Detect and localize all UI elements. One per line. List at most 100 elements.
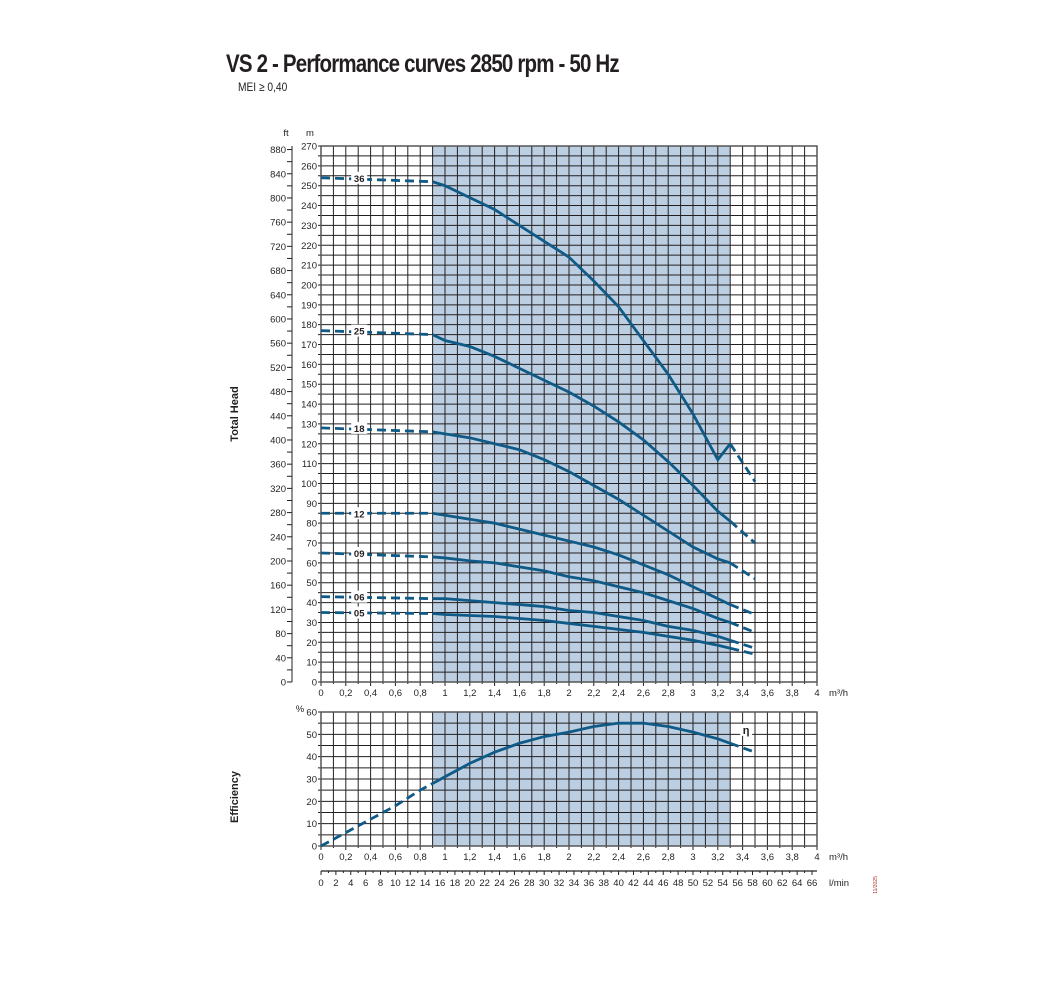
eff-x-tick-label: 0,4 — [364, 852, 377, 863]
head-curve-09-dashed-start — [320, 551, 433, 559]
ft-tick-label: 520 — [270, 363, 286, 374]
head-curve-05-dashed-end — [729, 646, 756, 656]
head-curve-25 — [431, 333, 732, 523]
ft-tick-label: 560 — [270, 339, 286, 350]
curve-label-05: 05 — [354, 609, 365, 620]
head-x-tick-label: 3,6 — [761, 688, 774, 699]
curve-label-12: 12 — [354, 509, 365, 520]
head-curve-12 — [432, 511, 731, 606]
head-curve-12-dashed-end — [729, 603, 756, 616]
eff-x-tick-label: 0,2 — [339, 852, 352, 863]
date-code: 11/2025 — [873, 876, 879, 894]
curve-label-box — [351, 507, 368, 520]
head-curve-18-dashed-end — [729, 561, 756, 580]
lmin-tick-label: 32 — [554, 878, 565, 889]
eff-x-tick-label: 1 — [442, 852, 447, 863]
ft-tick-label: 720 — [270, 242, 286, 253]
lmin-tick-label: 60 — [762, 878, 773, 889]
lmin-unit: l/min — [829, 878, 849, 889]
head-x-tick-label: 2 — [566, 688, 571, 699]
lmin-tick-label: 36 — [584, 878, 595, 889]
ft-tick-label: 680 — [270, 266, 286, 277]
head-y-tick-label: 270 — [301, 142, 317, 153]
head-curve-05-dashed-start — [320, 611, 433, 615]
head-y-tick-label: 50 — [306, 578, 317, 589]
lmin-tick-label: 18 — [450, 878, 461, 889]
head-y-tick-label: 70 — [306, 539, 317, 550]
head-x-tick-label: 1,8 — [538, 688, 551, 699]
ft-tick-label: 400 — [270, 435, 286, 446]
page-title: VS 2 - Performance curves 2850 rpm - 50 … — [226, 50, 620, 78]
eff-y-tick-label: 50 — [306, 730, 317, 741]
subtitle: MEI ≥ 0,40 — [238, 80, 288, 94]
head-y-tick-label: 210 — [301, 261, 317, 272]
lmin-tick-label: 30 — [539, 878, 550, 889]
eff-x-tick-label: 4 — [814, 852, 819, 863]
head-x-tick-label: 3,4 — [736, 688, 749, 699]
eff-x-tick-label: 2 — [566, 852, 571, 863]
head-x-tick-label: 2,2 — [587, 688, 600, 699]
ft-tick-label: 840 — [270, 169, 286, 180]
ft-unit-label: ft — [283, 128, 289, 139]
lmin-tick-label: 34 — [569, 878, 580, 889]
eff-x-tick-label: 2,8 — [662, 852, 675, 863]
eff-x-tick-label: 0 — [318, 852, 323, 863]
head-y-tick-label: 200 — [301, 280, 317, 291]
head-y-tick-label: 80 — [306, 519, 317, 530]
head-y-tick-label: 90 — [306, 499, 317, 510]
eff-y-tick-label: 0 — [312, 842, 317, 853]
head-x-tick-label: 2,6 — [637, 688, 650, 699]
lmin-tick-label: 50 — [688, 878, 699, 889]
head-x-tick-label: 1,6 — [513, 688, 526, 699]
eff-x-tick-label: 0,6 — [389, 852, 402, 863]
ft-tick-label: 280 — [270, 508, 286, 519]
eff-x-tick-label: 1,2 — [463, 852, 476, 863]
ft-tick-label: 40 — [275, 653, 286, 664]
head-y-tick-label: 100 — [301, 479, 317, 490]
head-y-tick-label: 20 — [306, 638, 317, 649]
eff-x-tick-label: 2,4 — [612, 852, 625, 863]
eff-y-tick-label: 10 — [306, 819, 317, 830]
head-y-tick-label: 130 — [301, 419, 317, 430]
head-x-tick-label: 3,8 — [786, 688, 799, 699]
head-x-tick-label: 1,2 — [463, 688, 476, 699]
lmin-tick-label: 42 — [628, 878, 639, 889]
curve-label-25: 25 — [354, 327, 365, 338]
lmin-tick-label: 46 — [658, 878, 669, 889]
curve-label-36: 36 — [354, 174, 365, 185]
curve-label-09: 09 — [354, 549, 365, 560]
eff-axis-title: Efficiency — [229, 770, 241, 823]
lmin-tick-label: 8 — [378, 878, 383, 889]
head-x-tick-label: 0 — [318, 688, 323, 699]
lmin-tick-label: 62 — [777, 878, 788, 889]
eff-x-tick-label: 3,8 — [786, 852, 799, 863]
eta-label: η — [743, 725, 750, 737]
head-x-tick-label: 2,8 — [662, 688, 675, 699]
head-x-tick-label: 0,8 — [414, 688, 427, 699]
eff-x-tick-label: 3 — [690, 852, 695, 863]
head-y-tick-label: 40 — [306, 598, 317, 609]
eff-x-tick-label: 1,8 — [538, 852, 551, 863]
curve-label-18: 18 — [354, 424, 365, 435]
head-curve-09-dashed-end — [729, 621, 756, 634]
head-x-tick-label: 1 — [442, 688, 447, 699]
head-x-tick-label: 0,4 — [364, 688, 377, 699]
eff-y-tick-label: 60 — [306, 708, 317, 719]
lmin-tick-label: 6 — [363, 878, 368, 889]
lmin-tick-label: 38 — [598, 878, 609, 889]
curve-label-box — [351, 171, 368, 184]
m-unit-label: m — [306, 128, 314, 139]
lmin-tick-label: 22 — [479, 878, 490, 889]
head-x-unit: m³/h — [829, 688, 848, 699]
head-x-tick-label: 3,2 — [711, 688, 724, 699]
lmin-tick-label: 20 — [465, 878, 476, 889]
lmin-tick-label: 64 — [792, 878, 803, 889]
head-x-tick-label: 0,2 — [339, 688, 352, 699]
lmin-tick-label: 14 — [420, 878, 431, 889]
eff-x-tick-label: 2,6 — [637, 852, 650, 863]
lmin-tick-label: 4 — [348, 878, 353, 889]
ft-tick-label: 440 — [270, 411, 286, 422]
head-x-tick-label: 2,4 — [612, 688, 625, 699]
eff-y-tick-label: 20 — [306, 797, 317, 808]
eff-x-unit: m³/h — [829, 852, 848, 863]
